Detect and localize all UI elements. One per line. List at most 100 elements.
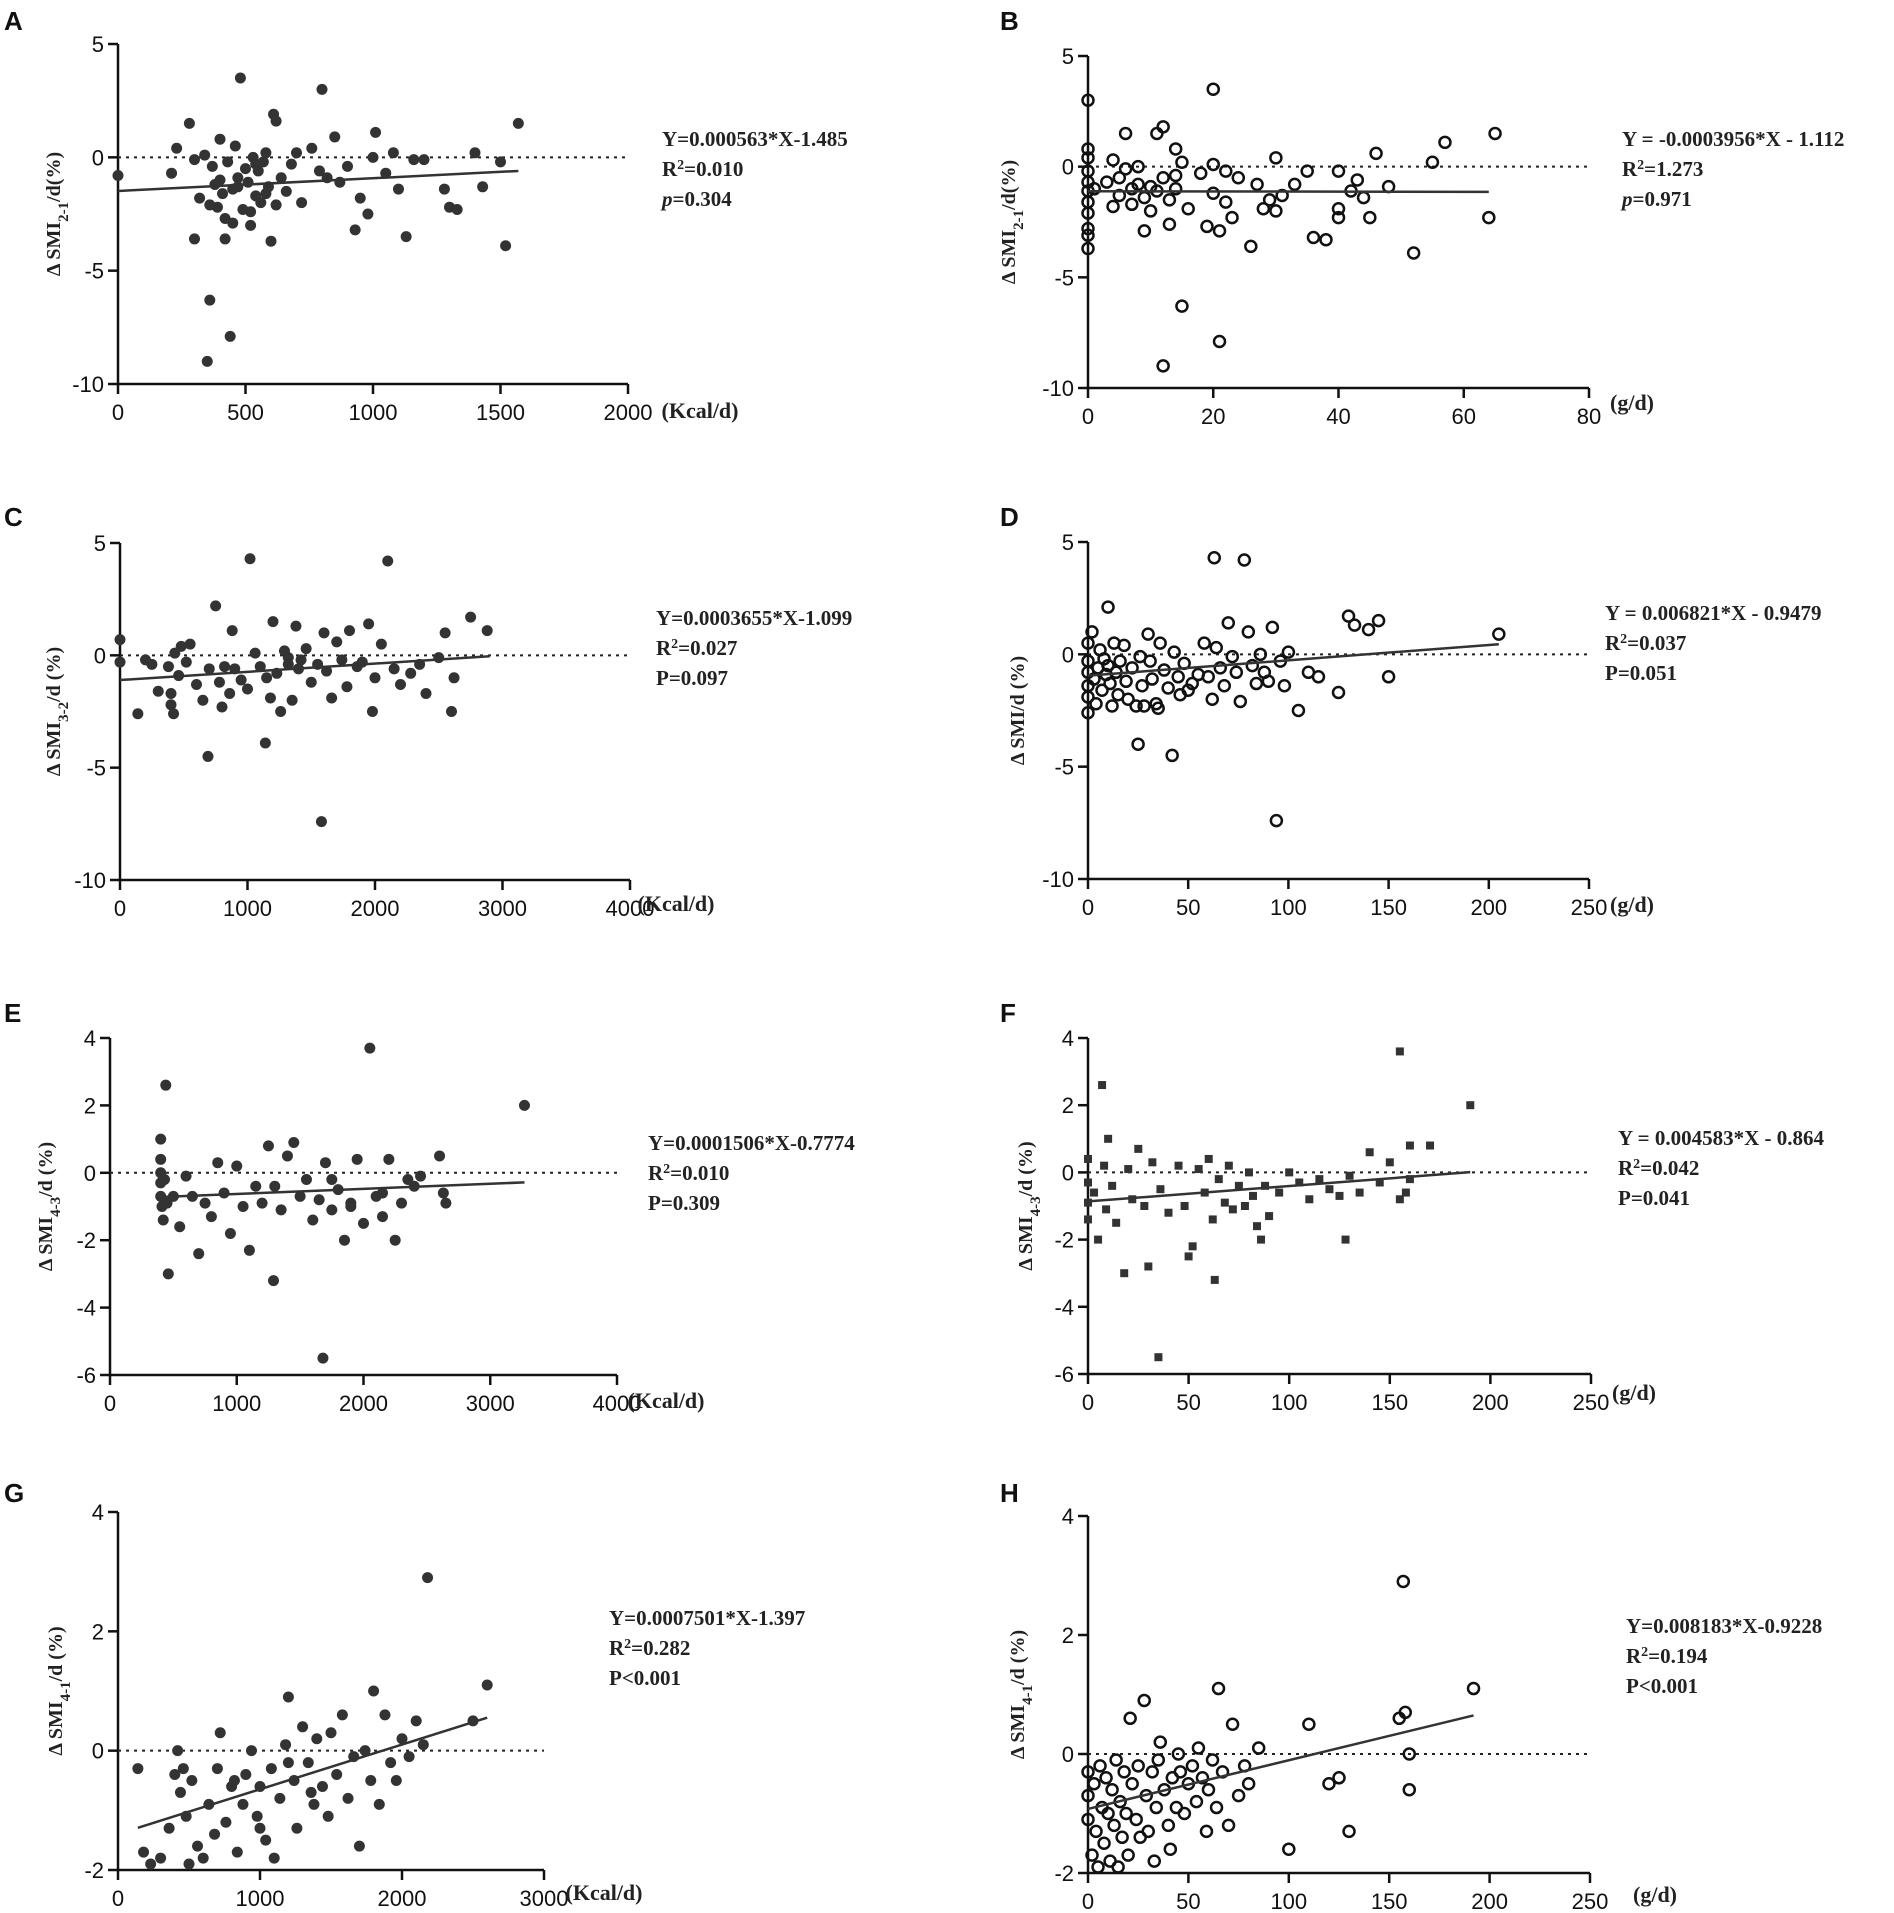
y-axis-label-main-g: Δ SMI: [45, 1701, 67, 1755]
panel-c: C -10 -5 0 5 0 1000 2000 3000 4000(Kcal/d) Δ SMI3-…: [4, 502, 852, 921]
data-point-a-31: [260, 147, 272, 159]
data-point-b-0: [1081, 93, 1095, 108]
data-point-b-30: [1156, 170, 1170, 185]
panel-letter-g: G: [4, 1478, 24, 1508]
data-point-f-45: [1295, 1178, 1304, 1187]
x-tick-label-c-0: 0: [114, 896, 126, 921]
data-point-d-11: [1095, 683, 1109, 698]
p-value-number-b: =0.971: [1633, 187, 1692, 211]
data-point-e-54: [437, 1187, 449, 1199]
data-point-d-38: [1161, 681, 1175, 695]
data-point-f-11: [1112, 1218, 1121, 1227]
data-point-b-22: [1131, 159, 1145, 174]
data-point-f-1: [1084, 1178, 1092, 1187]
data-point-c-51: [341, 681, 353, 693]
data-point-f-59: [1426, 1141, 1435, 1150]
data-point-c-19: [210, 600, 222, 612]
data-point-d-41: [1171, 670, 1185, 684]
x-tick-label-b-2: 40: [1326, 404, 1350, 429]
y-tick-label-d-0: -10: [1042, 867, 1074, 892]
r-squared-exponent-f: 2: [1633, 1157, 1640, 1172]
data-point-a-4: [189, 154, 200, 166]
regression-line-c: [119, 654, 490, 682]
p-value-label-g: P: [609, 1666, 622, 1690]
data-point-e-29: [275, 1204, 287, 1216]
data-point-d-64: [1261, 674, 1276, 689]
data-point-e-20: [224, 1227, 236, 1239]
data-point-d-76: [1361, 622, 1376, 637]
data-point-d-44: [1181, 683, 1195, 698]
data-point-g-43: [342, 1792, 354, 1804]
data-point-d-8: [1089, 697, 1103, 711]
data-point-h-45: [1189, 1794, 1204, 1809]
panel-letter-d: D: [1000, 502, 1019, 532]
r-squared-a: R2=0.010: [662, 157, 743, 181]
data-point-e-17: [205, 1211, 217, 1223]
panel-letter-f: F: [1000, 998, 1016, 1028]
y-axis-label-g: Δ SMI4-1/d (%): [45, 1626, 74, 1755]
data-point-d-6: [1085, 625, 1099, 639]
data-point-h-41: [1173, 1765, 1188, 1779]
data-point-c-62: [405, 667, 417, 679]
data-point-d-77: [1371, 613, 1386, 628]
data-point-b-64: [1331, 210, 1346, 225]
data-point-c-5: [152, 685, 164, 697]
data-point-g-27: [265, 1763, 277, 1775]
r-squared-exponent-b: 2: [1637, 158, 1644, 173]
y-tick-label-a-0: -10: [72, 372, 104, 397]
r-squared-value-d: =0.037: [1627, 631, 1686, 655]
data-point-c-57: [369, 672, 381, 684]
data-point-a-7: [201, 355, 213, 367]
data-point-c-48: [326, 692, 338, 704]
x-tick-label-d-3: 150: [1370, 895, 1407, 920]
data-point-g-59: [481, 1679, 493, 1691]
p-value-b: p=0.971: [1620, 187, 1692, 211]
y-axis-label-tail-b: /d(%): [998, 160, 1020, 211]
y-tick-label-d-1: -5: [1054, 755, 1074, 780]
r-squared-h: R2=0.194: [1626, 1644, 1708, 1668]
data-point-c-31: [259, 737, 271, 749]
data-point-a-25: [245, 219, 257, 231]
y-axis-label-tail-e: /d (%): [35, 1142, 57, 1198]
panel-g: G -2 0 2 4 0 1000 2000 3000(Kcal/d) Δ SMI4-1/d (%…: [4, 1478, 805, 1911]
data-point-a-12: [214, 174, 226, 186]
x-tick-label-h-1: 50: [1176, 1889, 1200, 1913]
data-point-d-4: [1081, 690, 1095, 704]
regression-line-g: [137, 1716, 488, 1829]
data-point-c-65: [433, 652, 445, 664]
data-point-a-46: [334, 176, 346, 188]
data-point-b-54: [1262, 193, 1277, 207]
y-axis-label-a: Δ SMI2-1/d(%): [43, 152, 72, 276]
data-point-b-47: [1219, 164, 1233, 178]
data-point-c-47: [321, 665, 333, 677]
data-point-d-50: [1207, 550, 1222, 565]
data-point-e-10: [162, 1268, 174, 1280]
data-point-f-4: [1090, 1188, 1099, 1197]
data-point-c-69: [465, 611, 477, 623]
data-point-a-35: [270, 115, 282, 127]
data-point-f-16: [1140, 1202, 1149, 1210]
panel-b: B -10 -5 0 5 0 20 40 60 80 (g/d) Δ SMI2-1/d(%) Y = -…: [998, 6, 1844, 429]
data-point-f-30: [1210, 1275, 1219, 1284]
data-point-b-35: [1168, 182, 1183, 196]
data-point-c-14: [184, 638, 196, 650]
r-squared-d: R2=0.037: [1605, 631, 1686, 655]
data-point-e-6: [157, 1214, 169, 1226]
data-point-e-46: [377, 1211, 389, 1223]
data-point-d-17: [1105, 699, 1119, 713]
data-point-b-61: [1319, 232, 1333, 247]
data-point-h-13: [1105, 1782, 1119, 1797]
equation-e: Y=0.0001506*X-0.7774: [648, 1131, 855, 1155]
data-point-f-15: [1134, 1144, 1143, 1153]
data-point-a-5: [194, 192, 206, 204]
data-point-f-25: [1188, 1242, 1197, 1251]
data-point-g-56: [417, 1739, 429, 1751]
x-tick-label-f-4: 200: [1472, 1390, 1509, 1415]
data-point-f-61: [1385, 1158, 1394, 1167]
data-point-d-60: [1245, 658, 1260, 673]
panel-h: H -2 0 2 4 0 50 100 150 200 250 (g/d) Δ SMI4-1/d (%)…: [1000, 1478, 1822, 1913]
data-point-g-0: [132, 1763, 144, 1775]
y-tick-label-c-0: -10: [74, 868, 106, 893]
y-axis-label-tail-h: /d (%): [1007, 1630, 1029, 1686]
data-point-c-61: [395, 679, 406, 691]
